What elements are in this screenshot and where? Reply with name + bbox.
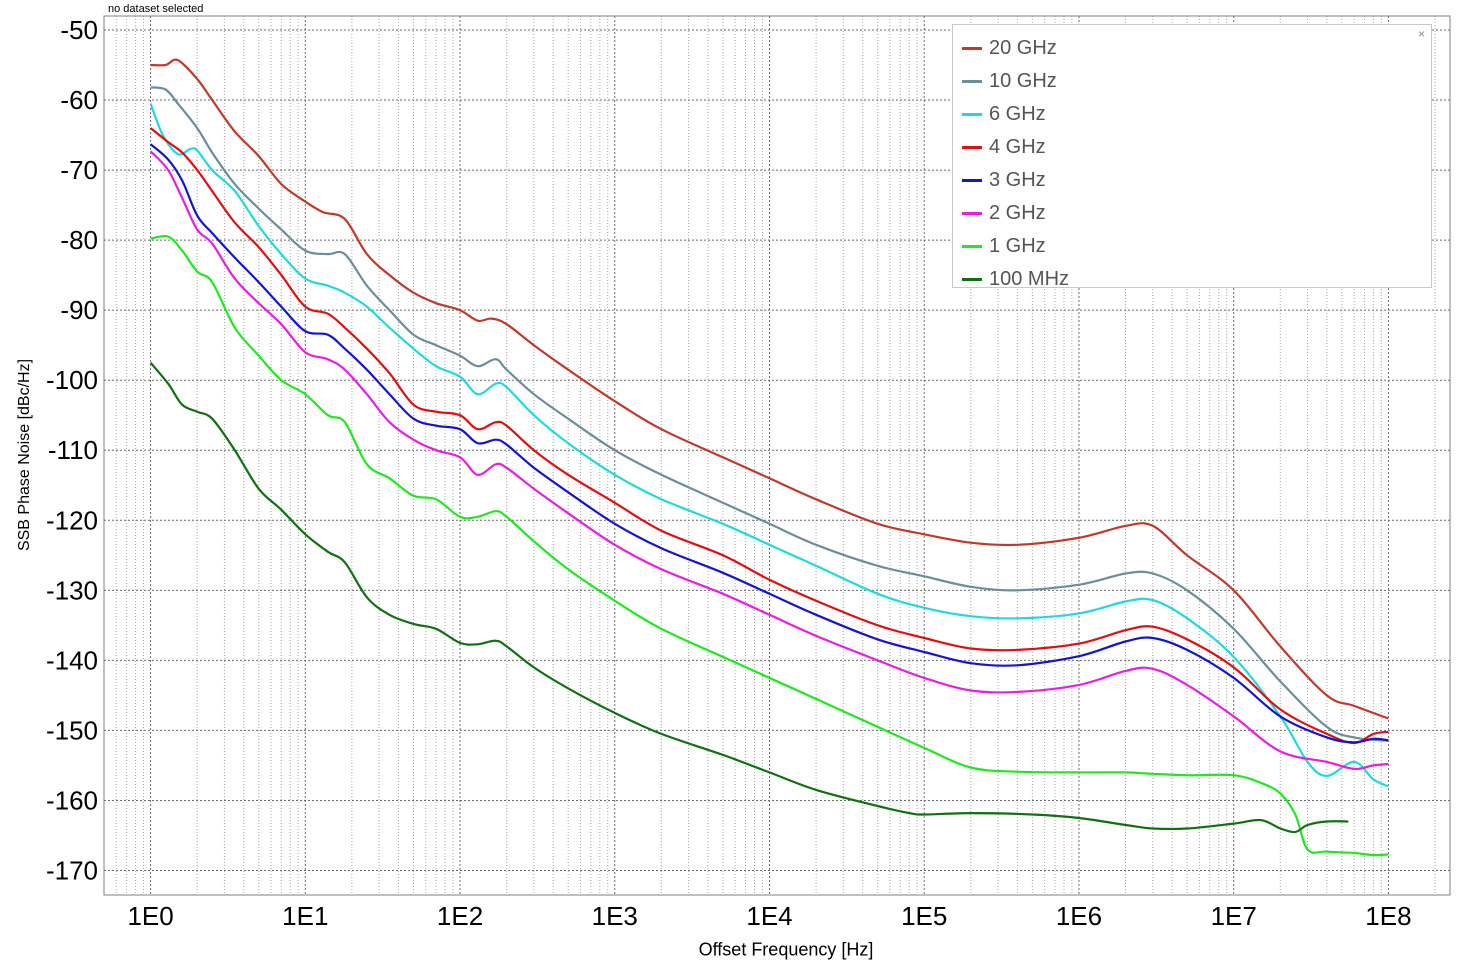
legend-item[interactable]: 1 GHz xyxy=(961,230,1069,263)
legend-label: 2 GHz xyxy=(989,202,1046,224)
legend-label: 20 GHz xyxy=(989,37,1057,59)
legend-label: 100 MHz xyxy=(989,268,1070,290)
series-line xyxy=(149,361,1349,834)
y-tick-label: -90 xyxy=(60,295,98,325)
legend-swatch xyxy=(962,212,982,215)
y-tick-label: -160 xyxy=(46,785,98,815)
status-text: no dataset selected xyxy=(108,3,204,15)
legend-item[interactable]: 4 GHz xyxy=(961,131,1069,164)
legend-label: 4 GHz xyxy=(989,136,1046,158)
y-tick-label: -100 xyxy=(46,365,98,395)
series-line xyxy=(149,103,1389,788)
legend-swatch xyxy=(962,146,982,149)
legend-swatch xyxy=(962,47,982,50)
legend-swatch xyxy=(962,245,982,248)
x-tick-label: 1E2 xyxy=(437,901,483,931)
x-tick-label: 1E8 xyxy=(1365,901,1411,931)
y-tick-labels: -50 -60 -70 -80 -90 -100 -110 -120 -130 -140 -150 -… xyxy=(46,15,98,885)
legend-swatch xyxy=(962,278,982,281)
legend[interactable]: × 20 GHz 10 GHz 6 GHz 4 GHz 3 GHz 2 GHz 1 GHz 1… xyxy=(952,24,1432,290)
legend-close-icon[interactable]: × xyxy=(1417,27,1425,41)
legend-label: 1 GHz xyxy=(989,235,1046,257)
y-tick-label: -80 xyxy=(60,225,98,255)
series-line xyxy=(149,150,1389,771)
legend-item[interactable]: 100 MHz xyxy=(961,263,1069,296)
legend-item[interactable]: 20 GHz xyxy=(961,32,1069,65)
series-line xyxy=(150,86,1389,742)
legend-item[interactable]: 10 GHz xyxy=(961,65,1069,98)
series-line xyxy=(150,234,1389,857)
x-tick-label: 1E3 xyxy=(592,901,638,931)
legend-swatch xyxy=(962,80,982,83)
x-tick-label: 1E7 xyxy=(1211,901,1257,931)
legend-list: 20 GHz 10 GHz 6 GHz 4 GHz 3 GHz 2 GHz 1 GHz 100… xyxy=(961,32,1069,296)
y-tick-label: -120 xyxy=(46,505,98,535)
y-tick-label: -70 xyxy=(60,155,98,185)
minor-gridlines xyxy=(103,16,1436,895)
legend-label: 3 GHz xyxy=(989,169,1046,191)
y-tick-label: -140 xyxy=(46,645,98,675)
plot-frame xyxy=(103,15,1451,896)
major-gridlines xyxy=(104,16,1450,895)
series-line xyxy=(149,143,1389,744)
series-line xyxy=(150,58,1389,720)
y-tick-label: -60 xyxy=(60,85,98,115)
series-lines xyxy=(149,58,1389,857)
y-tick-label: -110 xyxy=(48,435,98,465)
y-tick-label: -50 xyxy=(60,15,98,45)
series-line xyxy=(149,127,1389,745)
x-tick-labels: 1E0 1E1 1E2 1E3 1E4 1E5 1E6 1E7 1E8 xyxy=(127,901,1411,931)
legend-label: 10 GHz xyxy=(989,70,1057,92)
legend-swatch xyxy=(962,113,982,116)
legend-item[interactable]: 3 GHz xyxy=(961,164,1069,197)
legend-item[interactable]: 2 GHz xyxy=(961,197,1069,230)
x-axis-label: Offset Frequency [Hz] xyxy=(698,939,874,960)
x-tick-label: 1E1 xyxy=(282,901,328,931)
y-tick-label: -170 xyxy=(46,855,98,885)
legend-swatch xyxy=(962,179,982,182)
x-tick-label: 1E0 xyxy=(127,901,173,931)
y-axis-label: SSB Phase Noise [dBc/Hz] xyxy=(16,358,33,552)
y-tick-label: -130 xyxy=(46,575,98,605)
x-tick-label: 1E5 xyxy=(901,901,947,931)
y-tick-label: -150 xyxy=(46,715,98,745)
x-tick-label: 1E4 xyxy=(746,901,792,931)
legend-item[interactable]: 6 GHz xyxy=(961,98,1069,131)
x-tick-label: 1E6 xyxy=(1056,901,1102,931)
legend-label: 6 GHz xyxy=(989,103,1046,125)
